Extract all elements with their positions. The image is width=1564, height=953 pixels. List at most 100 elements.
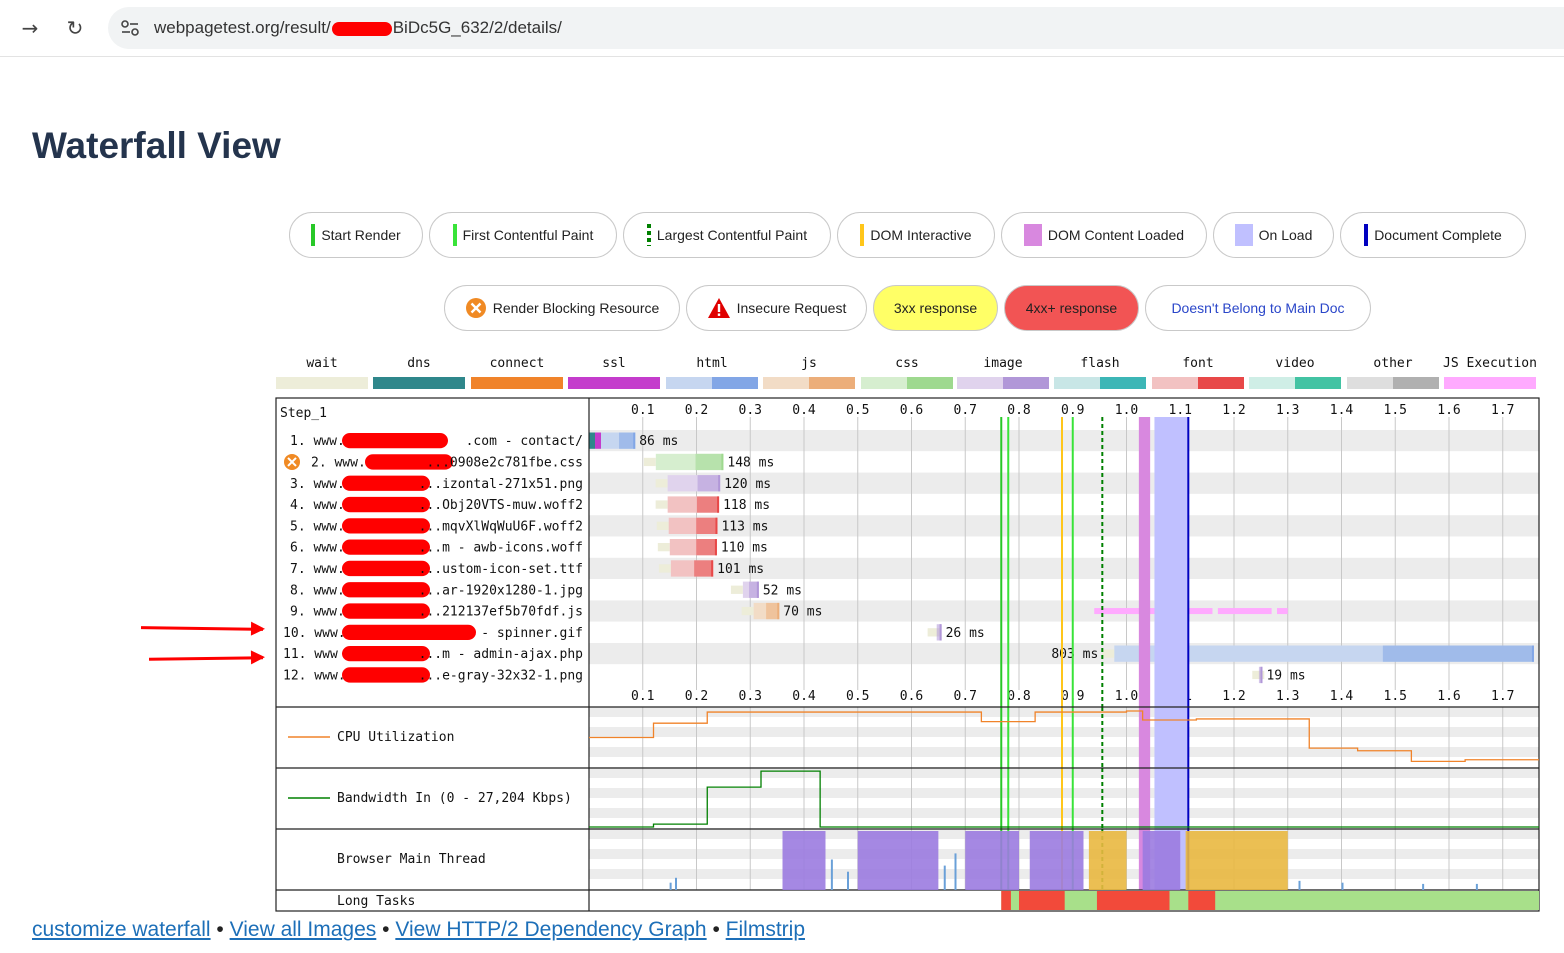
- axis-tick-top: 0.1: [631, 403, 654, 418]
- type-legend-swatch-end: [322, 377, 368, 389]
- legend-label: First Contentful Paint: [462, 227, 594, 243]
- dom-content-loaded-swatch: [1023, 224, 1042, 246]
- type-legend-label: html: [696, 356, 727, 371]
- download-segment: [619, 432, 636, 449]
- main-thread-activity: [1088, 831, 1127, 890]
- redaction-mark: [342, 518, 430, 534]
- axis-tick-top: 1.2: [1222, 403, 1245, 418]
- type-legend-label: ssl: [602, 356, 625, 371]
- on-load-band: [1154, 417, 1189, 707]
- address-bar[interactable]: webpagetest.org/result/BiDc5G_632/2/deta…: [108, 7, 1564, 49]
- panel-stripe: [589, 778, 1539, 788]
- type-legend-swatch-end: [1100, 377, 1146, 389]
- type-legend-label: css: [895, 356, 918, 371]
- wait-segment: [730, 585, 743, 594]
- legend-label: Doesn't Belong to Main Doc: [1171, 300, 1345, 316]
- row-background: [589, 536, 1539, 558]
- request-label-start: 7. www.: [290, 562, 345, 577]
- download-segment: [696, 496, 720, 513]
- long-task-block: [1096, 891, 1170, 910]
- legend-label: 3xx response: [893, 300, 978, 316]
- render-blocking-x: [287, 457, 297, 467]
- view-all-images-link[interactable]: View all Images: [229, 918, 377, 941]
- panel-stripe: [589, 747, 1539, 757]
- request-label-start: 10. www.: [283, 626, 346, 641]
- row-background: [589, 600, 1539, 622]
- js-execution-bar: [1094, 608, 1213, 615]
- main-thread-spike: [1341, 882, 1344, 890]
- main-thread-spike: [675, 877, 677, 890]
- cpu-label: CPU Utilization: [337, 730, 454, 745]
- type-legend-swatch-end: [712, 377, 758, 389]
- request-label-start: 3. www.: [290, 477, 345, 492]
- lcp-swatch: [646, 224, 651, 246]
- long-task-block: [1019, 891, 1065, 910]
- panel-stripe: [589, 798, 1539, 808]
- reload-icon[interactable]: ↻: [66, 16, 84, 40]
- type-legend-swatch-start: [373, 377, 419, 389]
- request-label-end: ...212137ef5b70fdf.js: [419, 605, 583, 620]
- panel-stripe: [589, 717, 1539, 727]
- on-load-band: [1154, 768, 1189, 829]
- request-label-end: ...mqvXlWqWuU6F.woff2: [419, 519, 583, 534]
- panel-stripe: [589, 727, 1539, 737]
- dom-content-loaded-band: [1138, 707, 1151, 768]
- type-legend-swatch-start: [1249, 377, 1295, 389]
- http2-dependency-graph-link[interactable]: View HTTP/2 Dependency Graph: [395, 918, 707, 941]
- type-legend-swatch-start: [276, 377, 322, 389]
- axis-tick-top: 1.1: [1169, 403, 1192, 418]
- legend-document-complete: Document Complete: [1340, 212, 1526, 258]
- wait-segment: [657, 543, 670, 552]
- type-legend-swatch-end: [907, 377, 953, 389]
- request-label-end: ...Obj20VTS-muw.woff2: [419, 498, 583, 513]
- legend-largest-contentful-paint: Largest Contentful Paint: [623, 212, 831, 258]
- separator: •: [382, 918, 390, 941]
- redaction-mark: [342, 646, 430, 662]
- row-background: [589, 493, 1539, 516]
- type-legend-swatch-end: [1198, 377, 1244, 389]
- axis-tick-top: 1.5: [1384, 403, 1407, 418]
- forward-arrow-icon[interactable]: →: [21, 16, 39, 40]
- type-legend-swatch-start: [471, 377, 517, 389]
- row-background: [589, 451, 1539, 473]
- footer-links: customize waterfall • View all Images • …: [32, 918, 805, 942]
- dom-content-loaded-band: [1138, 768, 1151, 829]
- redaction-mark: [342, 433, 448, 449]
- axis-tick-bottom: 1.0: [1115, 689, 1138, 704]
- axis-tick-top: 1.6: [1437, 403, 1460, 418]
- row-background: [589, 664, 1539, 686]
- on-load-swatch: [1234, 224, 1253, 246]
- type-legend-label: connect: [490, 356, 545, 371]
- download-end: [777, 602, 780, 620]
- legend-label: Insecure Request: [736, 300, 847, 316]
- panel-stripe: [589, 757, 1539, 767]
- main-thread-activity: [1142, 831, 1181, 890]
- request-label-start: 4. www.: [290, 498, 345, 513]
- axis-tick-bottom: 0.5: [846, 689, 869, 704]
- wait-segment: [643, 457, 656, 467]
- request-label-end: ...ar-1920x1280-1.jpg: [419, 583, 583, 598]
- download-end: [633, 432, 636, 449]
- axis-tick-top: 1.4: [1330, 403, 1354, 418]
- axis-tick-bottom: 1.4: [1330, 689, 1354, 704]
- request-duration: 101 ms: [717, 562, 764, 577]
- site-settings-icon[interactable]: [120, 19, 140, 37]
- separator: •: [712, 918, 720, 941]
- request-label-end: ...izontal-271x51.png: [419, 477, 583, 492]
- main-thread-activity: [1029, 831, 1084, 890]
- customize-waterfall-link[interactable]: customize waterfall: [32, 918, 211, 941]
- request-label-start: 11. www: [283, 647, 338, 662]
- redaction-mark: [342, 539, 430, 555]
- wait-segment: [655, 500, 668, 509]
- warning-icon: [707, 298, 730, 318]
- axis-tick-top: 0.6: [900, 403, 923, 418]
- redaction-mark: [365, 454, 453, 470]
- legend-not-main-doc: Doesn't Belong to Main Doc: [1145, 285, 1371, 331]
- separator: •: [216, 918, 224, 941]
- axis-tick-bottom: 1.5: [1384, 689, 1407, 704]
- filmstrip-link[interactable]: Filmstrip: [725, 918, 805, 941]
- request-label-end: ...e-gray-32x32-1.png: [419, 668, 583, 683]
- long-task-block: [1001, 891, 1011, 910]
- axis-tick-top: 0.7: [954, 403, 977, 418]
- legend-label: Largest Contentful Paint: [656, 227, 808, 243]
